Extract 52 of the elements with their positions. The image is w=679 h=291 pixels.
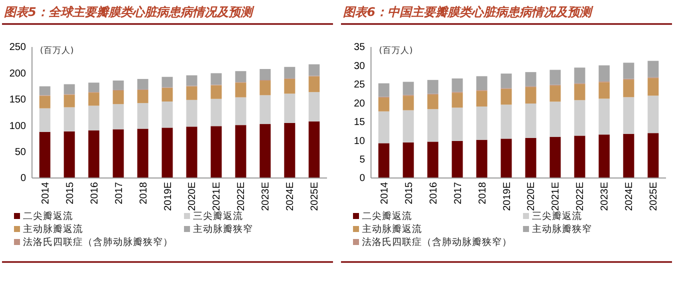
x-tick-label: 2022E	[236, 182, 248, 211]
x-tick-label: 2021E	[212, 182, 223, 211]
x-tick-label: 2018	[477, 182, 488, 204]
y-tick-label: 35	[354, 42, 366, 54]
x-tick-label: 2019E	[162, 182, 174, 211]
y-tick-label: 0	[20, 173, 26, 184]
x-tick-label: 2017	[452, 182, 464, 204]
x-tick-label: 2020E	[187, 182, 198, 211]
x-tick-label: 2022E	[575, 182, 586, 211]
x-tick-label: 2023E	[600, 182, 611, 211]
legend-label: 法洛氏四联症（含肺动脉瓣狭窄）	[362, 236, 512, 248]
legend-label: 三尖瓣返流	[532, 210, 582, 222]
y-tick-label: 30	[354, 60, 366, 72]
x-tick-label: 2024E	[285, 182, 296, 211]
y-tick-label: 0	[359, 173, 366, 184]
legend-label: 三尖瓣返流	[193, 210, 243, 222]
x-tick-label: 2025E	[310, 182, 321, 211]
y-tick-label: 50	[14, 147, 26, 158]
legend-label: 二尖瓣返流	[23, 210, 73, 222]
y-tick-label: 200	[9, 68, 26, 80]
x-tick-label: 2020E	[526, 182, 538, 211]
x-tick-label: 2016	[89, 182, 100, 204]
y-tick-label: 250	[9, 42, 26, 54]
y-tick-label: 15	[354, 117, 366, 128]
chart-title: 图表5：全球主要瓣膜类心脏病患病情况及预测	[4, 5, 254, 19]
x-tick-label: 2025E	[648, 182, 660, 211]
legend-label: 主动脉瓣返流	[362, 223, 422, 235]
legend-label: 主动脉瓣返流	[23, 223, 83, 235]
legend-label: 主动脉瓣狭窄	[193, 223, 253, 235]
y-tick-label: 150	[9, 94, 26, 106]
x-tick-label: 2023E	[260, 182, 272, 211]
y-axis-title: (百万人)	[379, 45, 413, 56]
y-axis-title: (百万人)	[40, 45, 74, 56]
chart-title: 图表6：中国主要瓣膜类心脏病患病情况及预测	[343, 5, 594, 19]
legend-label: 二尖瓣返流	[362, 210, 412, 222]
x-tick-label: 2016	[428, 182, 440, 204]
x-tick-label: 2014	[40, 182, 52, 204]
y-tick-label: 100	[9, 120, 26, 132]
x-tick-label: 2021E	[550, 182, 562, 211]
y-tick-label: 20	[354, 98, 366, 110]
x-tick-label: 2017	[114, 182, 125, 204]
x-tick-label: 2015	[64, 182, 76, 204]
y-tick-label: 5	[359, 154, 366, 166]
legend-label: 主动脉瓣狭窄	[532, 223, 592, 235]
x-tick-label: 2015	[404, 182, 415, 204]
x-tick-label: 2014	[379, 182, 390, 204]
legend-label: 法洛氏四联症（含肺动脉瓣狭窄）	[23, 236, 173, 248]
y-tick-label: 10	[354, 136, 366, 147]
x-tick-label: 2024E	[624, 182, 636, 211]
x-tick-label: 2018	[138, 182, 150, 204]
y-tick-label: 25	[354, 80, 366, 91]
x-tick-label: 2019E	[502, 182, 513, 211]
